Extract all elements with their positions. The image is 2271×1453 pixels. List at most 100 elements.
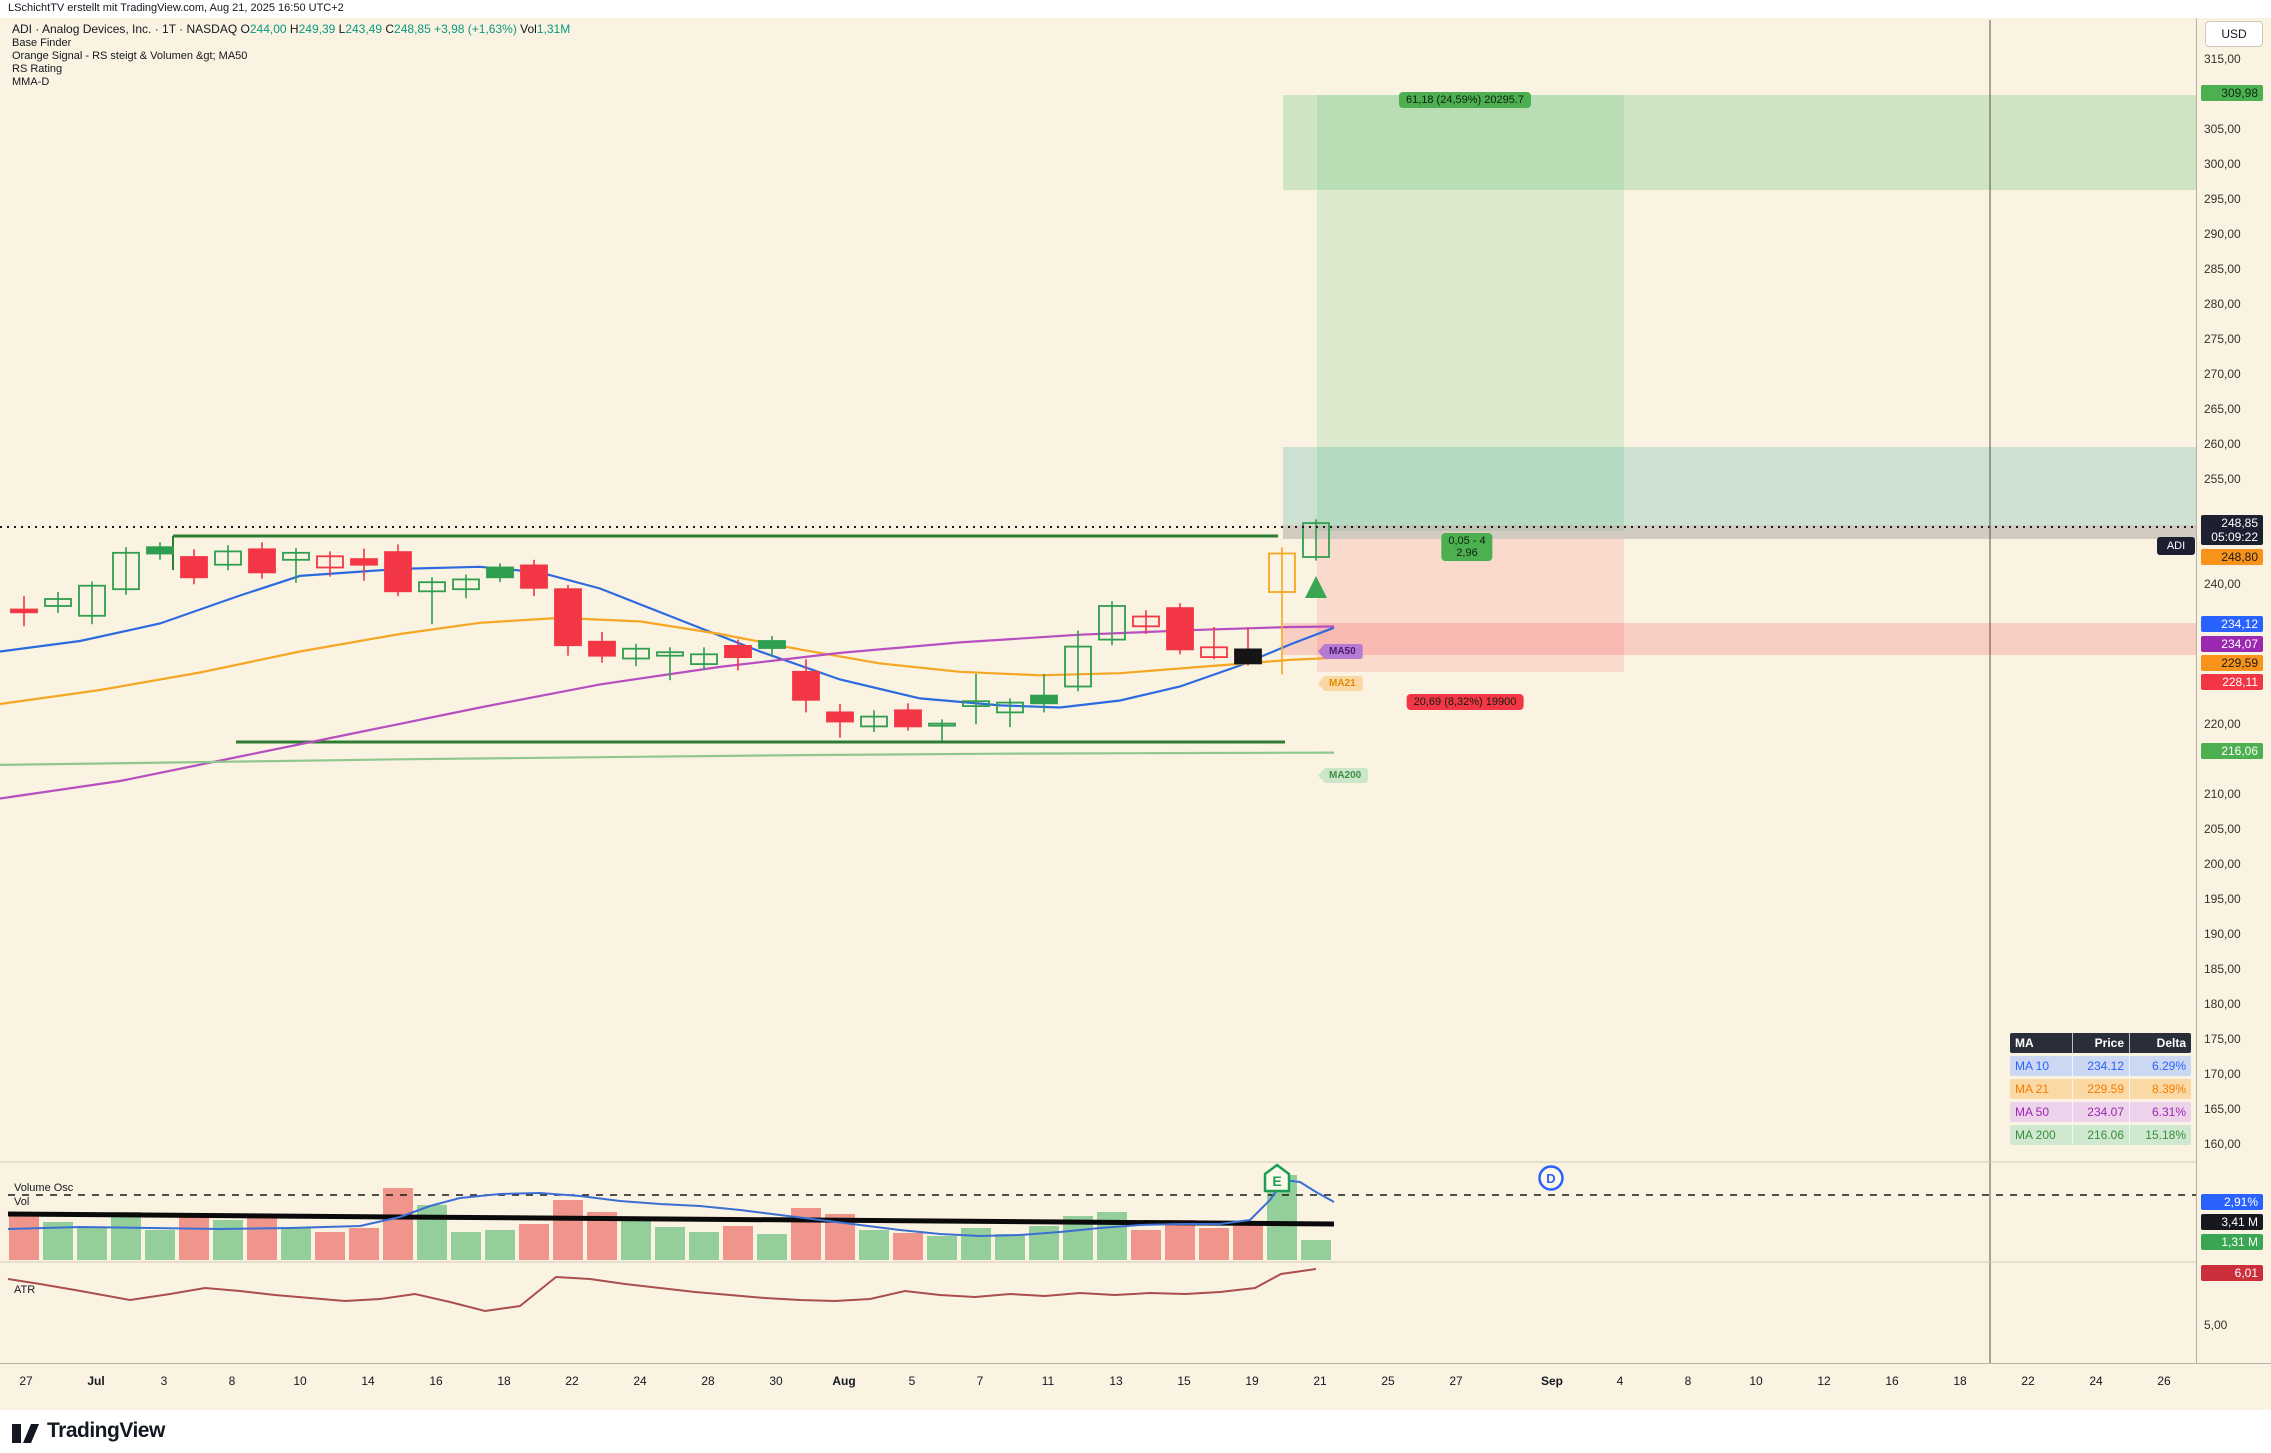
price-tick: 200,00 xyxy=(2204,857,2241,871)
candle-Aug-4[interactable] xyxy=(860,710,888,732)
indicator-row[interactable]: RS Rating xyxy=(12,63,63,75)
volume-bar xyxy=(519,1224,549,1260)
stop-column[interactable] xyxy=(1317,539,1624,672)
profit-column[interactable] xyxy=(1317,95,1624,531)
chart-area[interactable]: ADI · Analog Devices, Inc. · 1T · NASDAQ… xyxy=(0,18,2271,1411)
candle-Aug-13[interactable] xyxy=(1098,601,1126,646)
candle-Jul-15[interactable] xyxy=(384,544,412,597)
ma-table-row: MA 21 229.59 8.39% xyxy=(2010,1079,2191,1099)
profit-label[interactable]: 61,18 (24,59%) 20295.7 xyxy=(1398,92,1532,108)
time-tick: 3 xyxy=(160,1374,168,1388)
price-tick: 240,00 xyxy=(2204,577,2241,591)
candle-Jul-17[interactable] xyxy=(452,574,480,599)
volume-bar xyxy=(995,1234,1025,1260)
candle-Jul-28[interactable] xyxy=(690,647,718,670)
volume-bar xyxy=(1029,1226,1059,1260)
candle-Jul-14[interactable] xyxy=(350,548,378,581)
candle-Aug-20[interactable] xyxy=(1268,547,1296,675)
time-tick: 22 xyxy=(565,1374,579,1388)
volume-bar xyxy=(1301,1240,1331,1260)
stop-label[interactable]: 20,69 (8,32%) 19900 xyxy=(1406,694,1524,710)
candle-Jul-9[interactable] xyxy=(248,542,276,579)
candle-Aug-15[interactable] xyxy=(1166,603,1194,655)
symbol-ohlc-row[interactable]: ADI · Analog Devices, Inc. · 1T · NASDAQ… xyxy=(12,22,571,36)
candle-Aug-11[interactable] xyxy=(1030,673,1058,713)
price-tick: 5,00 xyxy=(2204,1318,2228,1332)
candle-Jul-16[interactable] xyxy=(418,577,446,625)
resistance-band[interactable] xyxy=(1283,447,2196,525)
candle-Aug-19[interactable] xyxy=(1234,627,1262,666)
indicator-row[interactable]: Orange Signal - RS steigt & Volumen &gt;… xyxy=(12,50,248,62)
candle-Jul-31[interactable] xyxy=(792,659,820,713)
time-tick: 15 xyxy=(1177,1374,1191,1388)
ma-table-row: MA 50 234.07 6.31% xyxy=(2010,1102,2191,1122)
candle-Aug-18[interactable] xyxy=(1200,627,1228,660)
candle-Aug-6[interactable] xyxy=(928,719,956,742)
time-tick: 19 xyxy=(1245,1374,1259,1388)
tradingview-logo[interactable]: TradingView xyxy=(10,1418,165,1444)
earnings-marker[interactable]: E xyxy=(1263,1163,1291,1193)
candle-Jul-30[interactable] xyxy=(758,636,786,658)
time-tick: 14 xyxy=(361,1374,375,1388)
indicator-row[interactable]: MMA-D xyxy=(12,76,50,88)
footer-strip: TradingView xyxy=(0,1410,2271,1453)
entry-strip[interactable] xyxy=(1283,525,2196,539)
currency-button[interactable]: USD xyxy=(2205,21,2263,47)
candle-Jul-7[interactable] xyxy=(180,549,208,585)
time-tick: Sep xyxy=(1540,1374,1564,1388)
volume-bar xyxy=(689,1232,719,1260)
candle-Aug-5[interactable] xyxy=(894,703,922,731)
time-tick: 8 xyxy=(228,1374,236,1388)
candle-Aug-14[interactable] xyxy=(1132,610,1160,634)
candle-Jul-25[interactable] xyxy=(656,647,684,681)
volume-bar xyxy=(485,1230,515,1260)
time-axis[interactable]: 27 Jul 3 8 10 14 16 18 22 24 28 30 Aug 5 7 11 13 15 19 21 25… xyxy=(0,1363,2271,1411)
price-tick: 165,00 xyxy=(2204,1102,2241,1116)
candle-Jul-23[interactable] xyxy=(588,631,616,663)
volume-pane-label[interactable]: Volume Osc xyxy=(14,1182,74,1194)
volume-bar xyxy=(757,1234,787,1260)
price-tick: 220,00 xyxy=(2204,717,2241,731)
candle-Jul-1[interactable] xyxy=(78,581,106,625)
volume-bar xyxy=(723,1226,753,1260)
atr-line xyxy=(7,1268,1317,1313)
candle-Jul-22[interactable] xyxy=(554,585,582,656)
candle-Jul-10[interactable] xyxy=(282,547,310,583)
candle-Jul-29[interactable] xyxy=(724,639,752,671)
candle-Aug-1[interactable] xyxy=(826,704,854,738)
candle-Aug-12[interactable] xyxy=(1064,630,1092,692)
volume-bar xyxy=(9,1215,39,1260)
candle-Jul-8[interactable] xyxy=(214,545,242,571)
candle-Jul-2[interactable] xyxy=(112,547,140,595)
candle-Jul-18[interactable] xyxy=(486,563,514,583)
atr-pane-label[interactable]: ATR xyxy=(14,1284,36,1296)
candle-Jun-30[interactable] xyxy=(44,592,72,613)
candle-Jul-3[interactable] xyxy=(146,542,174,560)
candle-Aug-7[interactable] xyxy=(962,673,990,725)
time-tick: 30 xyxy=(769,1374,783,1388)
vol-pane-label[interactable]: Vol xyxy=(14,1196,30,1208)
time-tick: 7 xyxy=(976,1374,984,1388)
candle-Jul-24[interactable] xyxy=(622,643,650,667)
support-band[interactable] xyxy=(1283,623,2196,655)
dividend-marker[interactable]: D xyxy=(1537,1164,1565,1192)
candle-Aug-8[interactable] xyxy=(996,698,1024,728)
chart-canvas[interactable] xyxy=(0,18,2271,1410)
last-price-countdown-badge: 248,85 05:09:22 xyxy=(2201,515,2263,545)
target-band[interactable] xyxy=(1283,95,2196,190)
stop-price-badge: 228,11 xyxy=(2201,674,2263,690)
indicator-row[interactable]: Base Finder xyxy=(12,37,72,49)
candle-Aug-21[interactable] xyxy=(1302,519,1330,561)
volume-bar xyxy=(383,1188,413,1260)
price-axis[interactable]: USD 315,00 305,00 300,00 295,00 290,00 285,00… xyxy=(2196,18,2271,1363)
ma21-tag: MA21 xyxy=(1318,676,1363,691)
chart-credit: LSchichtTV erstellt mit TradingView.com,… xyxy=(8,2,344,14)
volume-bar xyxy=(1131,1230,1161,1260)
candle-Jul-21[interactable] xyxy=(520,559,548,597)
entry-price-badge: 248,80 xyxy=(2201,549,2263,565)
indicator-list: Base Finder Orange Signal - RS steigt & V… xyxy=(12,37,570,88)
entry-label[interactable]: 0,05 - 4 2,96 xyxy=(1441,533,1493,561)
candle-Jul-11[interactable] xyxy=(316,551,344,577)
candle-Jun-27[interactable] xyxy=(10,596,38,627)
